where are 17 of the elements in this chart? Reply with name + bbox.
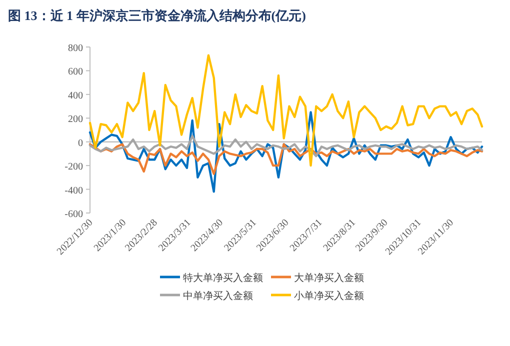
y-tick-label: 600 <box>68 66 83 78</box>
line-series <box>88 134 484 158</box>
y-tick-label: 200 <box>68 114 83 126</box>
line-series <box>88 143 484 175</box>
legend-label: 特大单净买入金额 <box>183 272 263 284</box>
line-series <box>88 111 484 193</box>
y-tick-label: -600 <box>64 209 83 220</box>
y-tick-label: 400 <box>68 90 83 102</box>
line-series <box>88 54 484 167</box>
legend-label: 大单净买入金额 <box>294 272 364 284</box>
y-tick-label: -400 <box>64 185 83 196</box>
y-tick-label: 800 <box>68 43 83 54</box>
legend-label: 小单净买入金额 <box>294 290 364 302</box>
y-tick-label: 0 <box>78 138 83 149</box>
chart-title: 图 13：近 1 年沪深京三市资金净流入结构分布(亿元) <box>8 8 306 23</box>
legend-label: 中单净买入金额 <box>183 290 253 302</box>
y-tick-label: -200 <box>64 162 83 173</box>
